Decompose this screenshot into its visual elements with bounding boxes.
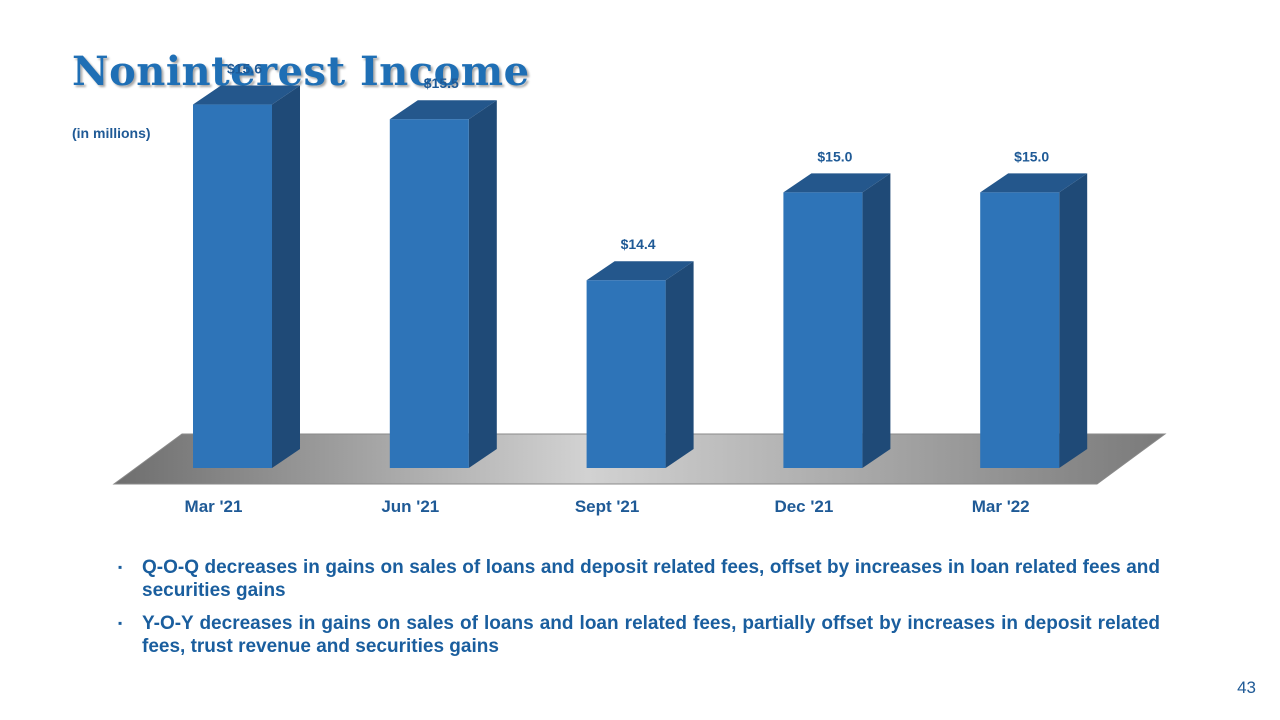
bar-0 <box>193 85 300 468</box>
bar-side <box>272 85 300 468</box>
x-tick-label: Jun '21 <box>381 497 439 516</box>
bar-1 <box>389 100 497 468</box>
bar-front <box>586 280 666 468</box>
bullet-yoy: ▪ Y-O-Y decreases in gains on sales of l… <box>114 612 1160 658</box>
commentary-list: ▪ Q-O-Q decreases in gains on sales of l… <box>114 556 1160 668</box>
page-title: Noninterest Income <box>72 48 530 95</box>
bar-top <box>980 173 1088 193</box>
x-axis-tick-labels: Mar '21 Jun '21 Sept '21 Dec '21 Mar '22 <box>185 497 1030 516</box>
bar-2 <box>586 261 694 468</box>
bar-front <box>389 119 469 468</box>
x-tick-label: Sept '21 <box>575 497 640 516</box>
bullet-yoy-text: Y-O-Y decreases in gains on sales of loa… <box>142 613 1160 657</box>
page-number: 43 <box>1237 678 1256 697</box>
bullet-marker: ▪ <box>118 560 123 574</box>
data-label: $15.0 <box>817 148 852 164</box>
bar-side <box>1059 173 1088 468</box>
bar-top <box>193 85 300 105</box>
bar-3 <box>783 173 891 468</box>
bar-front <box>783 192 863 468</box>
x-tick-label: Mar '22 <box>972 497 1030 516</box>
bar-side <box>862 173 891 468</box>
bar-side <box>665 261 694 468</box>
bar-top <box>389 100 497 120</box>
data-label: $15.5 <box>424 75 459 91</box>
bar-chart: $15.6 $15.5 $14.4 $15.0 $15.0 Mar '21 Jun '21… <box>112 61 1167 516</box>
bullet-qoq: ▪ Q-O-Q decreases in gains on sales of l… <box>114 556 1160 602</box>
bar-top <box>783 173 891 193</box>
bar-side <box>468 100 497 468</box>
data-label: $15.6 <box>227 61 262 77</box>
bar-top <box>586 261 694 281</box>
bullet-qoq-text: Q-O-Q decreases in gains on sales of loa… <box>142 557 1160 601</box>
x-tick-label: Dec '21 <box>774 497 833 516</box>
data-labels: $15.6 $15.5 $14.4 $15.0 $15.0 <box>227 61 1049 253</box>
bullet-marker: ▪ <box>118 616 123 630</box>
units-note: (in millions) <box>72 125 151 141</box>
bar-4 <box>980 173 1088 468</box>
data-label: $14.4 <box>621 236 656 252</box>
bar-front <box>980 192 1060 468</box>
bar-front <box>193 104 272 468</box>
data-label: $15.0 <box>1014 148 1049 164</box>
bars <box>193 85 1088 468</box>
x-tick-label: Mar '21 <box>185 497 243 516</box>
